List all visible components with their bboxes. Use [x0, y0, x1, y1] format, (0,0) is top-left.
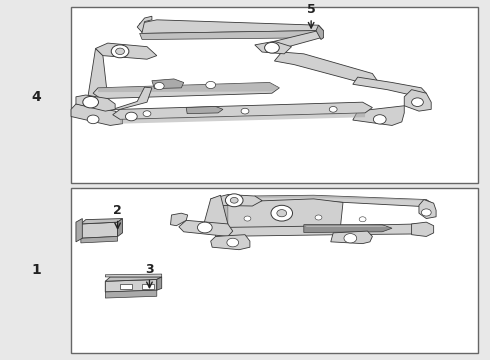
- Text: 1: 1: [32, 264, 42, 278]
- Circle shape: [206, 81, 216, 89]
- Polygon shape: [404, 90, 431, 111]
- Polygon shape: [93, 82, 279, 99]
- Circle shape: [244, 216, 251, 221]
- Polygon shape: [88, 49, 108, 102]
- Polygon shape: [81, 222, 118, 238]
- Circle shape: [265, 42, 279, 53]
- Circle shape: [344, 234, 357, 243]
- Polygon shape: [274, 31, 321, 49]
- Polygon shape: [113, 87, 152, 109]
- Polygon shape: [419, 199, 436, 219]
- Bar: [120, 284, 132, 289]
- Text: 2: 2: [113, 204, 122, 217]
- Text: 4: 4: [32, 90, 42, 104]
- Polygon shape: [105, 274, 162, 277]
- Polygon shape: [152, 79, 184, 89]
- Polygon shape: [255, 195, 426, 201]
- Circle shape: [116, 48, 124, 55]
- Circle shape: [87, 115, 99, 124]
- Circle shape: [359, 217, 366, 222]
- Polygon shape: [71, 104, 122, 125]
- Circle shape: [154, 82, 164, 90]
- Polygon shape: [353, 77, 426, 97]
- Circle shape: [230, 197, 238, 203]
- Bar: [142, 284, 154, 289]
- Polygon shape: [137, 16, 152, 32]
- Circle shape: [197, 222, 212, 233]
- Polygon shape: [304, 225, 392, 233]
- Polygon shape: [220, 199, 343, 231]
- Circle shape: [412, 98, 423, 107]
- Circle shape: [227, 238, 239, 247]
- Polygon shape: [76, 95, 115, 111]
- Circle shape: [315, 215, 322, 220]
- Text: 3: 3: [145, 263, 154, 276]
- Circle shape: [421, 209, 431, 216]
- Circle shape: [271, 205, 293, 221]
- Polygon shape: [316, 25, 323, 40]
- Polygon shape: [113, 102, 372, 120]
- Polygon shape: [211, 235, 250, 250]
- Polygon shape: [96, 43, 157, 59]
- Polygon shape: [105, 290, 157, 298]
- Circle shape: [329, 107, 337, 112]
- Text: 5: 5: [307, 3, 316, 16]
- Circle shape: [111, 45, 129, 58]
- Polygon shape: [105, 277, 162, 281]
- Polygon shape: [203, 195, 228, 228]
- Bar: [71, 188, 478, 353]
- Circle shape: [225, 194, 243, 207]
- Polygon shape: [255, 41, 292, 54]
- Polygon shape: [118, 219, 122, 237]
- Polygon shape: [81, 237, 118, 243]
- Polygon shape: [274, 52, 377, 84]
- Circle shape: [125, 112, 137, 121]
- Polygon shape: [81, 219, 122, 224]
- Polygon shape: [186, 107, 223, 114]
- Polygon shape: [211, 194, 262, 206]
- Polygon shape: [353, 106, 404, 125]
- Polygon shape: [255, 195, 434, 207]
- Circle shape: [83, 96, 98, 108]
- Polygon shape: [179, 220, 233, 237]
- Polygon shape: [140, 31, 323, 40]
- Polygon shape: [220, 199, 228, 228]
- Circle shape: [277, 210, 287, 217]
- Polygon shape: [76, 219, 82, 242]
- Circle shape: [373, 115, 386, 124]
- Polygon shape: [105, 279, 157, 292]
- Polygon shape: [98, 82, 279, 92]
- Polygon shape: [140, 20, 323, 33]
- Polygon shape: [216, 224, 425, 237]
- Polygon shape: [157, 277, 162, 290]
- Circle shape: [241, 108, 249, 114]
- Polygon shape: [171, 213, 188, 226]
- Bar: [71, 7, 478, 183]
- Polygon shape: [412, 222, 434, 237]
- Polygon shape: [331, 231, 372, 244]
- Polygon shape: [120, 113, 365, 124]
- Circle shape: [143, 111, 151, 117]
